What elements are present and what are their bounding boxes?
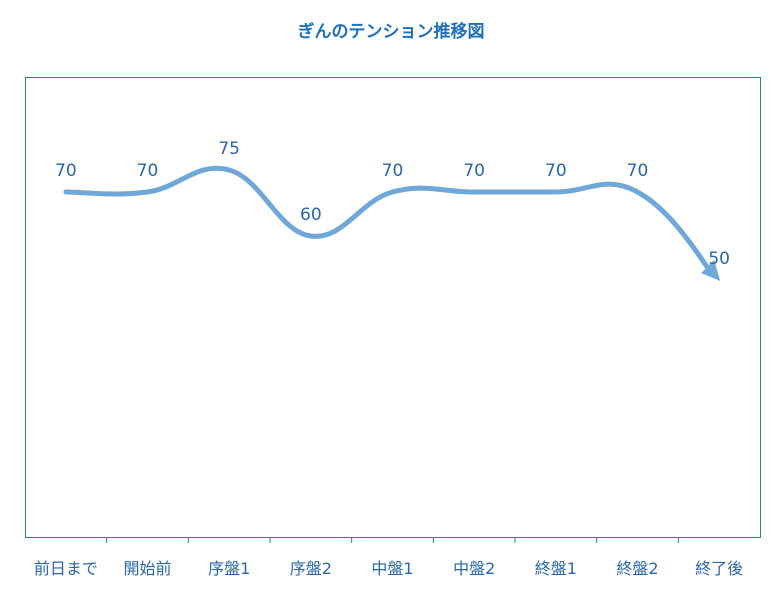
x-axis-label-0: 前日まで [34, 559, 98, 578]
x-axis-label-5: 中盤2 [453, 559, 495, 578]
x-axis-label-1: 開始前 [123, 559, 171, 578]
data-label-1: 70 [137, 161, 159, 181]
data-label-0: 70 [55, 161, 77, 181]
series-line-group [63, 165, 721, 281]
x-axis-label-2: 序盤1 [208, 559, 250, 578]
data-label-5: 70 [463, 161, 485, 181]
data-label-4: 70 [382, 161, 404, 181]
x-axis-label-6: 終盤1 [535, 559, 577, 578]
data-label-2: 75 [218, 139, 240, 159]
data-label-8: 50 [708, 249, 730, 269]
x-axis-label-4: 中盤1 [371, 559, 413, 578]
x-axis-label-8: 終了後 [695, 559, 743, 578]
data-labels-group: 70 70 75 60 70 70 70 70 50 [55, 139, 730, 269]
plot-area-frame [25, 77, 761, 538]
data-label-3: 60 [300, 205, 322, 225]
series-line [63, 165, 710, 270]
x-axis-label-3: 序盤2 [290, 559, 332, 578]
x-axis-ticks [106, 537, 679, 543]
chart-title: ぎんのテンション推移図 [298, 21, 485, 42]
x-axis-label-7: 終盤2 [616, 559, 658, 578]
data-label-7: 70 [627, 161, 649, 181]
x-axis-labels-group: 前日まで 開始前 序盤1 序盤2 中盤1 中盤2 終盤1 終盤2 終了後 [34, 559, 743, 578]
data-label-6: 70 [545, 161, 567, 181]
series-end-arrow [701, 260, 721, 281]
